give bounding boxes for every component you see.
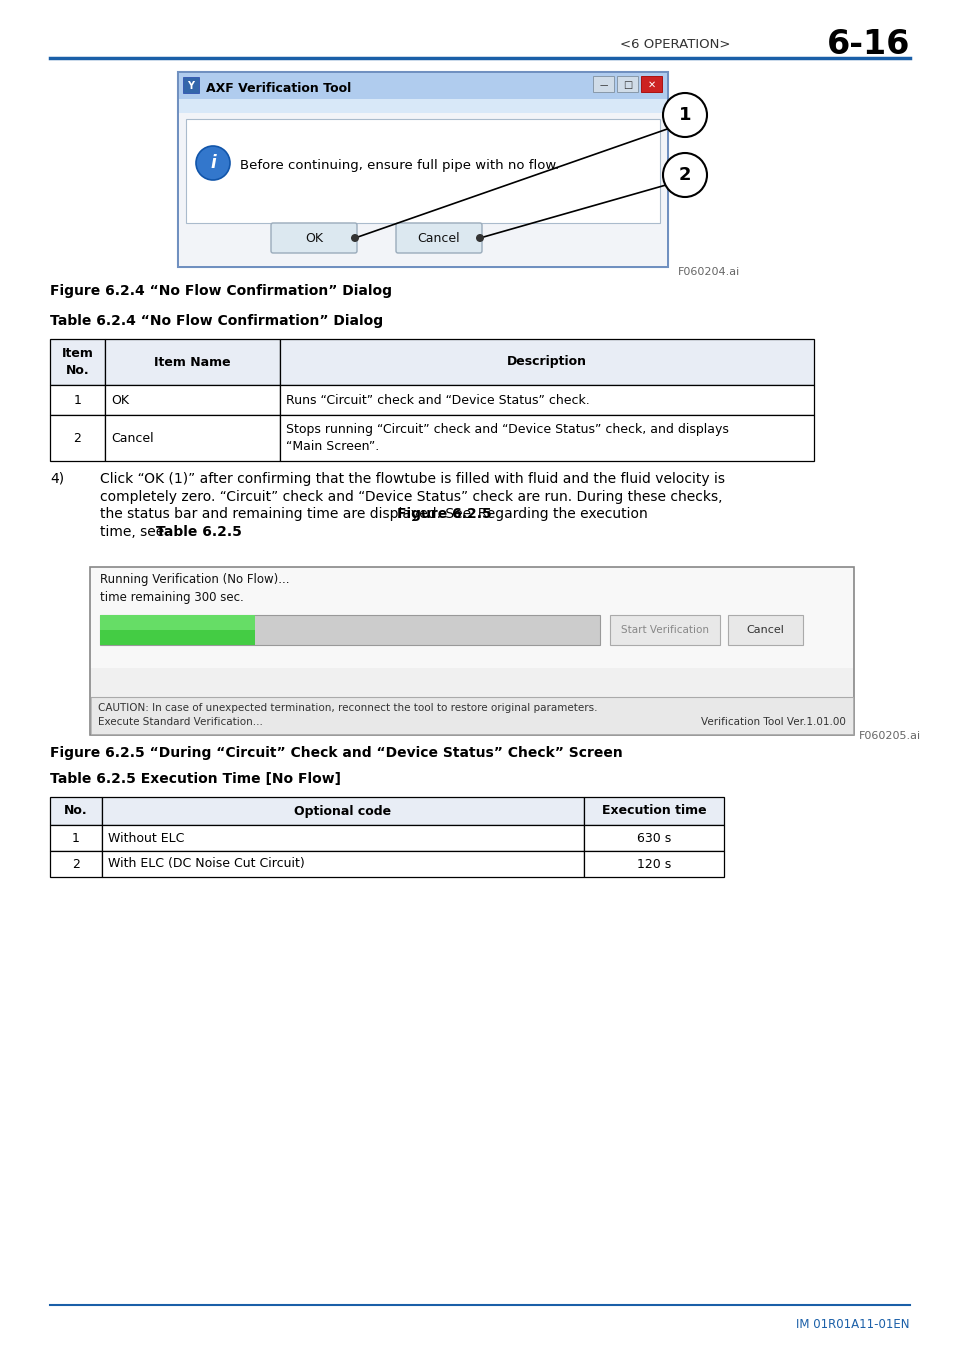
Text: OK: OK <box>305 232 323 246</box>
FancyBboxPatch shape <box>50 796 102 825</box>
FancyBboxPatch shape <box>280 339 813 385</box>
Text: 1: 1 <box>73 393 81 406</box>
FancyBboxPatch shape <box>90 567 853 734</box>
Text: Execute Standard Verification...: Execute Standard Verification... <box>98 717 263 728</box>
FancyBboxPatch shape <box>50 385 105 414</box>
FancyBboxPatch shape <box>395 223 481 252</box>
Circle shape <box>662 153 706 197</box>
FancyBboxPatch shape <box>179 113 666 266</box>
Circle shape <box>195 146 230 180</box>
Text: time, see: time, see <box>100 525 169 539</box>
FancyBboxPatch shape <box>609 616 720 645</box>
FancyBboxPatch shape <box>583 796 723 825</box>
Text: 1: 1 <box>72 832 80 845</box>
Circle shape <box>351 234 358 242</box>
FancyBboxPatch shape <box>179 73 666 99</box>
FancyBboxPatch shape <box>280 385 813 414</box>
Text: 630 s: 630 s <box>637 832 670 845</box>
FancyBboxPatch shape <box>583 825 723 850</box>
FancyBboxPatch shape <box>105 339 280 385</box>
Text: Without ELC: Without ELC <box>108 832 184 845</box>
Text: Stops running “Circuit” check and “Device Status” check, and displays
“Main Scre: Stops running “Circuit” check and “Devic… <box>286 423 728 454</box>
Text: —: — <box>599 81 608 90</box>
Text: the status bar and remaining time are displayed. See: the status bar and remaining time are di… <box>100 508 475 521</box>
FancyBboxPatch shape <box>91 568 852 668</box>
Text: 2: 2 <box>72 857 80 871</box>
Text: Runs “Circuit” check and “Device Status” check.: Runs “Circuit” check and “Device Status”… <box>286 393 589 406</box>
FancyBboxPatch shape <box>100 616 599 645</box>
FancyBboxPatch shape <box>727 616 802 645</box>
FancyBboxPatch shape <box>100 616 254 630</box>
FancyBboxPatch shape <box>100 616 254 645</box>
FancyBboxPatch shape <box>640 76 661 92</box>
Text: Description: Description <box>506 355 586 369</box>
Text: Start Verification: Start Verification <box>620 625 708 634</box>
Text: Cancel: Cancel <box>746 625 783 634</box>
Circle shape <box>662 93 706 136</box>
Text: Click “OK (1)” after confirming that the flowtube is filled with fluid and the f: Click “OK (1)” after confirming that the… <box>100 472 724 486</box>
Text: Figure 6.2.4 “No Flow Confirmation” Dialog: Figure 6.2.4 “No Flow Confirmation” Dial… <box>50 284 392 298</box>
FancyBboxPatch shape <box>178 72 667 267</box>
Text: Running Verification (No Flow)...: Running Verification (No Flow)... <box>100 572 289 586</box>
Text: Before continuing, ensure full pipe with no flow.: Before continuing, ensure full pipe with… <box>240 158 558 171</box>
Text: Table 6.2.5 Execution Time [No Flow]: Table 6.2.5 Execution Time [No Flow] <box>50 772 340 786</box>
Text: No.: No. <box>64 805 88 818</box>
Text: 120 s: 120 s <box>637 857 670 871</box>
Text: Figure 6.2.5 “During “Circuit” Check and “Device Status” Check” Screen: Figure 6.2.5 “During “Circuit” Check and… <box>50 747 622 760</box>
Text: completely zero. “Circuit” check and “Device Status” check are run. During these: completely zero. “Circuit” check and “De… <box>100 490 721 504</box>
Text: Cancel: Cancel <box>111 432 153 444</box>
Text: Figure 6.2.5: Figure 6.2.5 <box>396 508 491 521</box>
Text: Cancel: Cancel <box>417 232 460 246</box>
FancyBboxPatch shape <box>271 223 356 252</box>
Text: CAUTION: In case of unexpected termination, reconnect the tool to restore origin: CAUTION: In case of unexpected terminati… <box>98 703 597 713</box>
Text: F060205.ai: F060205.ai <box>858 730 921 741</box>
Text: OK: OK <box>111 393 129 406</box>
Text: Table 6.2.5: Table 6.2.5 <box>156 525 242 539</box>
FancyBboxPatch shape <box>50 414 105 460</box>
Text: 2: 2 <box>678 166 691 184</box>
FancyBboxPatch shape <box>102 825 583 850</box>
FancyBboxPatch shape <box>617 76 638 92</box>
FancyBboxPatch shape <box>280 414 813 460</box>
FancyBboxPatch shape <box>102 796 583 825</box>
FancyBboxPatch shape <box>183 77 199 93</box>
Text: F060204.ai: F060204.ai <box>678 267 740 277</box>
FancyBboxPatch shape <box>50 339 105 385</box>
FancyBboxPatch shape <box>593 76 614 92</box>
Text: With ELC (DC Noise Cut Circuit): With ELC (DC Noise Cut Circuit) <box>108 857 304 871</box>
Text: time remaining 300 sec.: time remaining 300 sec. <box>100 591 244 603</box>
Text: Optional code: Optional code <box>294 805 391 818</box>
Text: <6 OPERATION>: <6 OPERATION> <box>619 39 730 51</box>
Text: AXF Verification Tool: AXF Verification Tool <box>206 82 351 96</box>
Text: 4): 4) <box>50 472 64 486</box>
Text: ✕: ✕ <box>647 80 656 90</box>
Text: Y: Y <box>188 81 194 90</box>
FancyBboxPatch shape <box>105 414 280 460</box>
Text: 1: 1 <box>678 107 691 124</box>
FancyBboxPatch shape <box>105 385 280 414</box>
Text: Item Name: Item Name <box>154 355 231 369</box>
FancyBboxPatch shape <box>186 119 659 223</box>
Circle shape <box>476 234 483 242</box>
Text: . Regarding the execution: . Regarding the execution <box>468 508 647 521</box>
FancyBboxPatch shape <box>102 850 583 878</box>
FancyBboxPatch shape <box>91 697 852 734</box>
FancyBboxPatch shape <box>179 99 666 113</box>
FancyBboxPatch shape <box>583 850 723 878</box>
FancyBboxPatch shape <box>50 825 102 850</box>
Text: Item
No.: Item No. <box>62 347 93 377</box>
Text: □: □ <box>622 80 632 90</box>
Text: 2: 2 <box>73 432 81 444</box>
Text: Execution time: Execution time <box>601 805 705 818</box>
Text: IM 01R01A11-01EN: IM 01R01A11-01EN <box>796 1319 909 1331</box>
Text: Table 6.2.4 “No Flow Confirmation” Dialog: Table 6.2.4 “No Flow Confirmation” Dialo… <box>50 315 383 328</box>
Text: Verification Tool Ver.1.01.00: Verification Tool Ver.1.01.00 <box>700 717 845 728</box>
Text: i: i <box>210 154 215 171</box>
Text: 6-16: 6-16 <box>825 28 909 62</box>
Text: .: . <box>222 525 226 539</box>
FancyBboxPatch shape <box>50 850 102 878</box>
